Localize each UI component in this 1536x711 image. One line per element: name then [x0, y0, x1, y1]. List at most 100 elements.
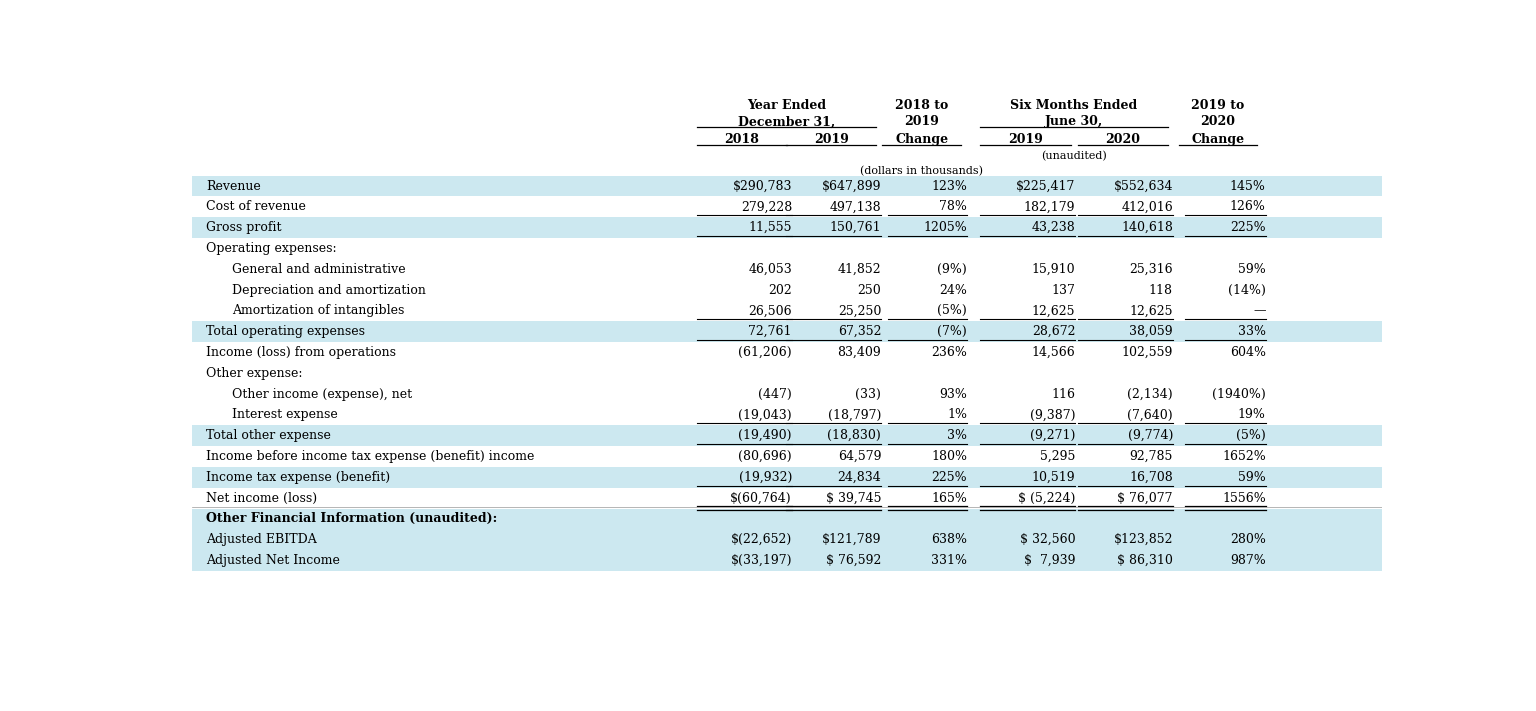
- Text: 987%: 987%: [1230, 554, 1266, 567]
- Text: 225%: 225%: [931, 471, 968, 483]
- Text: Other expense:: Other expense:: [206, 367, 303, 380]
- Text: (2,134): (2,134): [1127, 387, 1174, 400]
- Text: 126%: 126%: [1230, 201, 1266, 213]
- Text: $121,789: $121,789: [822, 533, 882, 546]
- Bar: [192, 425, 1382, 446]
- Text: 202: 202: [768, 284, 793, 296]
- Text: (14%): (14%): [1227, 284, 1266, 296]
- Text: 180%: 180%: [931, 450, 968, 463]
- Text: 64,579: 64,579: [837, 450, 882, 463]
- Text: 3%: 3%: [948, 429, 968, 442]
- Text: Six Months Ended: Six Months Ended: [1011, 99, 1138, 112]
- Text: 16,708: 16,708: [1129, 471, 1174, 483]
- Text: 59%: 59%: [1238, 263, 1266, 276]
- Text: 83,409: 83,409: [837, 346, 882, 359]
- Text: 59%: 59%: [1238, 471, 1266, 483]
- Text: —: —: [1253, 304, 1266, 317]
- Text: $ 86,310: $ 86,310: [1117, 554, 1174, 567]
- Text: 10,519: 10,519: [1032, 471, 1075, 483]
- Text: 11,555: 11,555: [748, 221, 793, 234]
- Text: Amortization of intangibles: Amortization of intangibles: [232, 304, 406, 317]
- Text: $(22,652): $(22,652): [731, 533, 793, 546]
- Text: 2018: 2018: [725, 133, 759, 146]
- Text: General and administrative: General and administrative: [232, 263, 406, 276]
- Text: 412,016: 412,016: [1121, 201, 1174, 213]
- Text: 19%: 19%: [1238, 408, 1266, 422]
- Text: (33): (33): [856, 387, 882, 400]
- Text: Income tax expense (benefit): Income tax expense (benefit): [206, 471, 390, 483]
- Text: (19,932): (19,932): [739, 471, 793, 483]
- Text: 2019: 2019: [905, 115, 938, 129]
- Text: Cost of revenue: Cost of revenue: [206, 201, 306, 213]
- Text: 93%: 93%: [938, 387, 968, 400]
- Text: (5%): (5%): [937, 304, 968, 317]
- Text: 116: 116: [1051, 387, 1075, 400]
- Text: Income (loss) from operations: Income (loss) from operations: [206, 346, 396, 359]
- Text: (61,206): (61,206): [739, 346, 793, 359]
- Text: 638%: 638%: [931, 533, 968, 546]
- Text: 43,238: 43,238: [1032, 221, 1075, 234]
- Text: $ 39,745: $ 39,745: [826, 491, 882, 505]
- Text: (19,490): (19,490): [739, 429, 793, 442]
- Text: 2018 to: 2018 to: [895, 99, 948, 112]
- Text: (9%): (9%): [937, 263, 968, 276]
- Text: Interest expense: Interest expense: [232, 408, 338, 422]
- Text: Change: Change: [895, 133, 948, 146]
- Text: 5,295: 5,295: [1040, 450, 1075, 463]
- Text: 250: 250: [857, 284, 882, 296]
- Text: 78%: 78%: [938, 201, 968, 213]
- Text: 12,625: 12,625: [1032, 304, 1075, 317]
- Text: Income before income tax expense (benefit) income: Income before income tax expense (benefi…: [206, 450, 535, 463]
- Text: (18,797): (18,797): [828, 408, 882, 422]
- Text: 26,506: 26,506: [748, 304, 793, 317]
- Text: 28,672: 28,672: [1032, 325, 1075, 338]
- Text: $(60,764): $(60,764): [730, 491, 793, 505]
- Text: 137: 137: [1052, 284, 1075, 296]
- Text: Total other expense: Total other expense: [206, 429, 332, 442]
- Text: 2020: 2020: [1201, 115, 1235, 129]
- Text: Other Financial Information (unaudited):: Other Financial Information (unaudited):: [206, 513, 498, 525]
- Text: 236%: 236%: [931, 346, 968, 359]
- Bar: [192, 218, 1382, 238]
- Text: Change: Change: [1192, 133, 1244, 146]
- Text: 1652%: 1652%: [1223, 450, 1266, 463]
- Text: (unaudited): (unaudited): [1041, 151, 1107, 161]
- Text: 118: 118: [1149, 284, 1174, 296]
- Bar: [192, 176, 1382, 196]
- Text: 331%: 331%: [931, 554, 968, 567]
- Text: 123%: 123%: [931, 180, 968, 193]
- Bar: [192, 467, 1382, 488]
- Text: Revenue: Revenue: [206, 180, 261, 193]
- Text: $552,634: $552,634: [1114, 180, 1174, 193]
- Text: 1205%: 1205%: [923, 221, 968, 234]
- Text: 25,316: 25,316: [1129, 263, 1174, 276]
- Text: $ (5,224): $ (5,224): [1018, 491, 1075, 505]
- Text: $  7,939: $ 7,939: [1025, 554, 1075, 567]
- Text: Total operating expenses: Total operating expenses: [206, 325, 366, 338]
- Text: 497,138: 497,138: [829, 201, 882, 213]
- Text: 604%: 604%: [1230, 346, 1266, 359]
- Text: 145%: 145%: [1230, 180, 1266, 193]
- Text: 67,352: 67,352: [837, 325, 882, 338]
- Bar: [192, 529, 1382, 550]
- Text: $ 76,592: $ 76,592: [826, 554, 882, 567]
- Text: $123,852: $123,852: [1114, 533, 1174, 546]
- Text: (447): (447): [759, 387, 793, 400]
- Text: 25,250: 25,250: [837, 304, 882, 317]
- Bar: [192, 508, 1382, 529]
- Text: 2019 to: 2019 to: [1192, 99, 1244, 112]
- Text: Operating expenses:: Operating expenses:: [206, 242, 336, 255]
- Text: Gross profit: Gross profit: [206, 221, 281, 234]
- Text: December 31,: December 31,: [737, 115, 836, 129]
- Bar: [192, 550, 1382, 571]
- Text: Adjusted Net Income: Adjusted Net Income: [206, 554, 339, 567]
- Text: 165%: 165%: [931, 491, 968, 505]
- Text: 92,785: 92,785: [1129, 450, 1174, 463]
- Text: $225,417: $225,417: [1015, 180, 1075, 193]
- Text: (19,043): (19,043): [739, 408, 793, 422]
- Text: Net income (loss): Net income (loss): [206, 491, 318, 505]
- Text: 140,618: 140,618: [1121, 221, 1174, 234]
- Text: $290,783: $290,783: [733, 180, 793, 193]
- Text: (9,387): (9,387): [1029, 408, 1075, 422]
- Text: $(33,197): $(33,197): [731, 554, 793, 567]
